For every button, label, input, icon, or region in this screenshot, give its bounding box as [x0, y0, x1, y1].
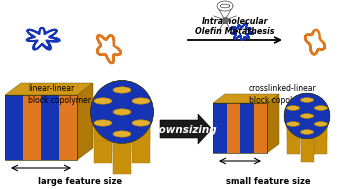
Bar [300, 100, 313, 130]
Bar [240, 103, 253, 153]
Ellipse shape [132, 120, 150, 126]
Ellipse shape [132, 120, 150, 126]
Text: small feature size: small feature size [226, 177, 310, 186]
Polygon shape [160, 114, 212, 144]
Ellipse shape [300, 98, 313, 102]
Ellipse shape [300, 130, 313, 134]
Bar [113, 112, 131, 152]
Bar [300, 132, 313, 162]
Bar [41, 95, 59, 160]
Ellipse shape [300, 114, 313, 118]
Ellipse shape [300, 98, 313, 102]
Text: Downsizing: Downsizing [151, 125, 217, 135]
Bar [23, 95, 41, 160]
Ellipse shape [300, 130, 313, 134]
Ellipse shape [287, 122, 300, 126]
Ellipse shape [314, 106, 327, 110]
Ellipse shape [132, 98, 150, 104]
Bar [132, 123, 150, 163]
Circle shape [284, 93, 330, 139]
Bar [59, 95, 77, 160]
Ellipse shape [94, 120, 112, 126]
Bar [94, 123, 112, 163]
Bar [5, 95, 23, 160]
Text: crosslinked-linear
block copolymer: crosslinked-linear block copolymer [249, 84, 317, 105]
Bar [94, 101, 112, 141]
Ellipse shape [314, 122, 327, 126]
Ellipse shape [94, 120, 112, 126]
Bar [113, 90, 131, 130]
Bar [287, 108, 300, 138]
Text: linear-linear
block copolymer: linear-linear block copolymer [28, 84, 91, 105]
Polygon shape [213, 94, 279, 103]
Ellipse shape [300, 114, 313, 118]
Ellipse shape [314, 106, 327, 110]
Ellipse shape [113, 87, 131, 93]
Circle shape [90, 81, 153, 143]
Bar [227, 103, 240, 153]
Bar [287, 124, 300, 154]
Text: large feature size: large feature size [38, 177, 122, 186]
Bar [132, 101, 150, 141]
Circle shape [284, 93, 330, 139]
Text: Intramolecular
Olefin Metathesis: Intramolecular Olefin Metathesis [195, 17, 275, 36]
Polygon shape [77, 83, 93, 160]
Circle shape [90, 81, 153, 143]
Ellipse shape [132, 98, 150, 104]
Polygon shape [267, 94, 279, 153]
Ellipse shape [113, 87, 131, 93]
Ellipse shape [113, 131, 131, 137]
Bar [314, 124, 327, 154]
Bar [300, 116, 313, 146]
Bar [253, 103, 267, 153]
Ellipse shape [287, 106, 300, 110]
Ellipse shape [94, 98, 112, 104]
Ellipse shape [94, 98, 112, 104]
Ellipse shape [113, 109, 131, 115]
Polygon shape [5, 83, 93, 95]
Ellipse shape [113, 109, 131, 115]
Bar [314, 108, 327, 138]
Ellipse shape [314, 122, 327, 126]
Bar [113, 134, 131, 174]
Ellipse shape [287, 106, 300, 110]
Ellipse shape [287, 122, 300, 126]
Ellipse shape [113, 131, 131, 137]
Bar [213, 103, 227, 153]
